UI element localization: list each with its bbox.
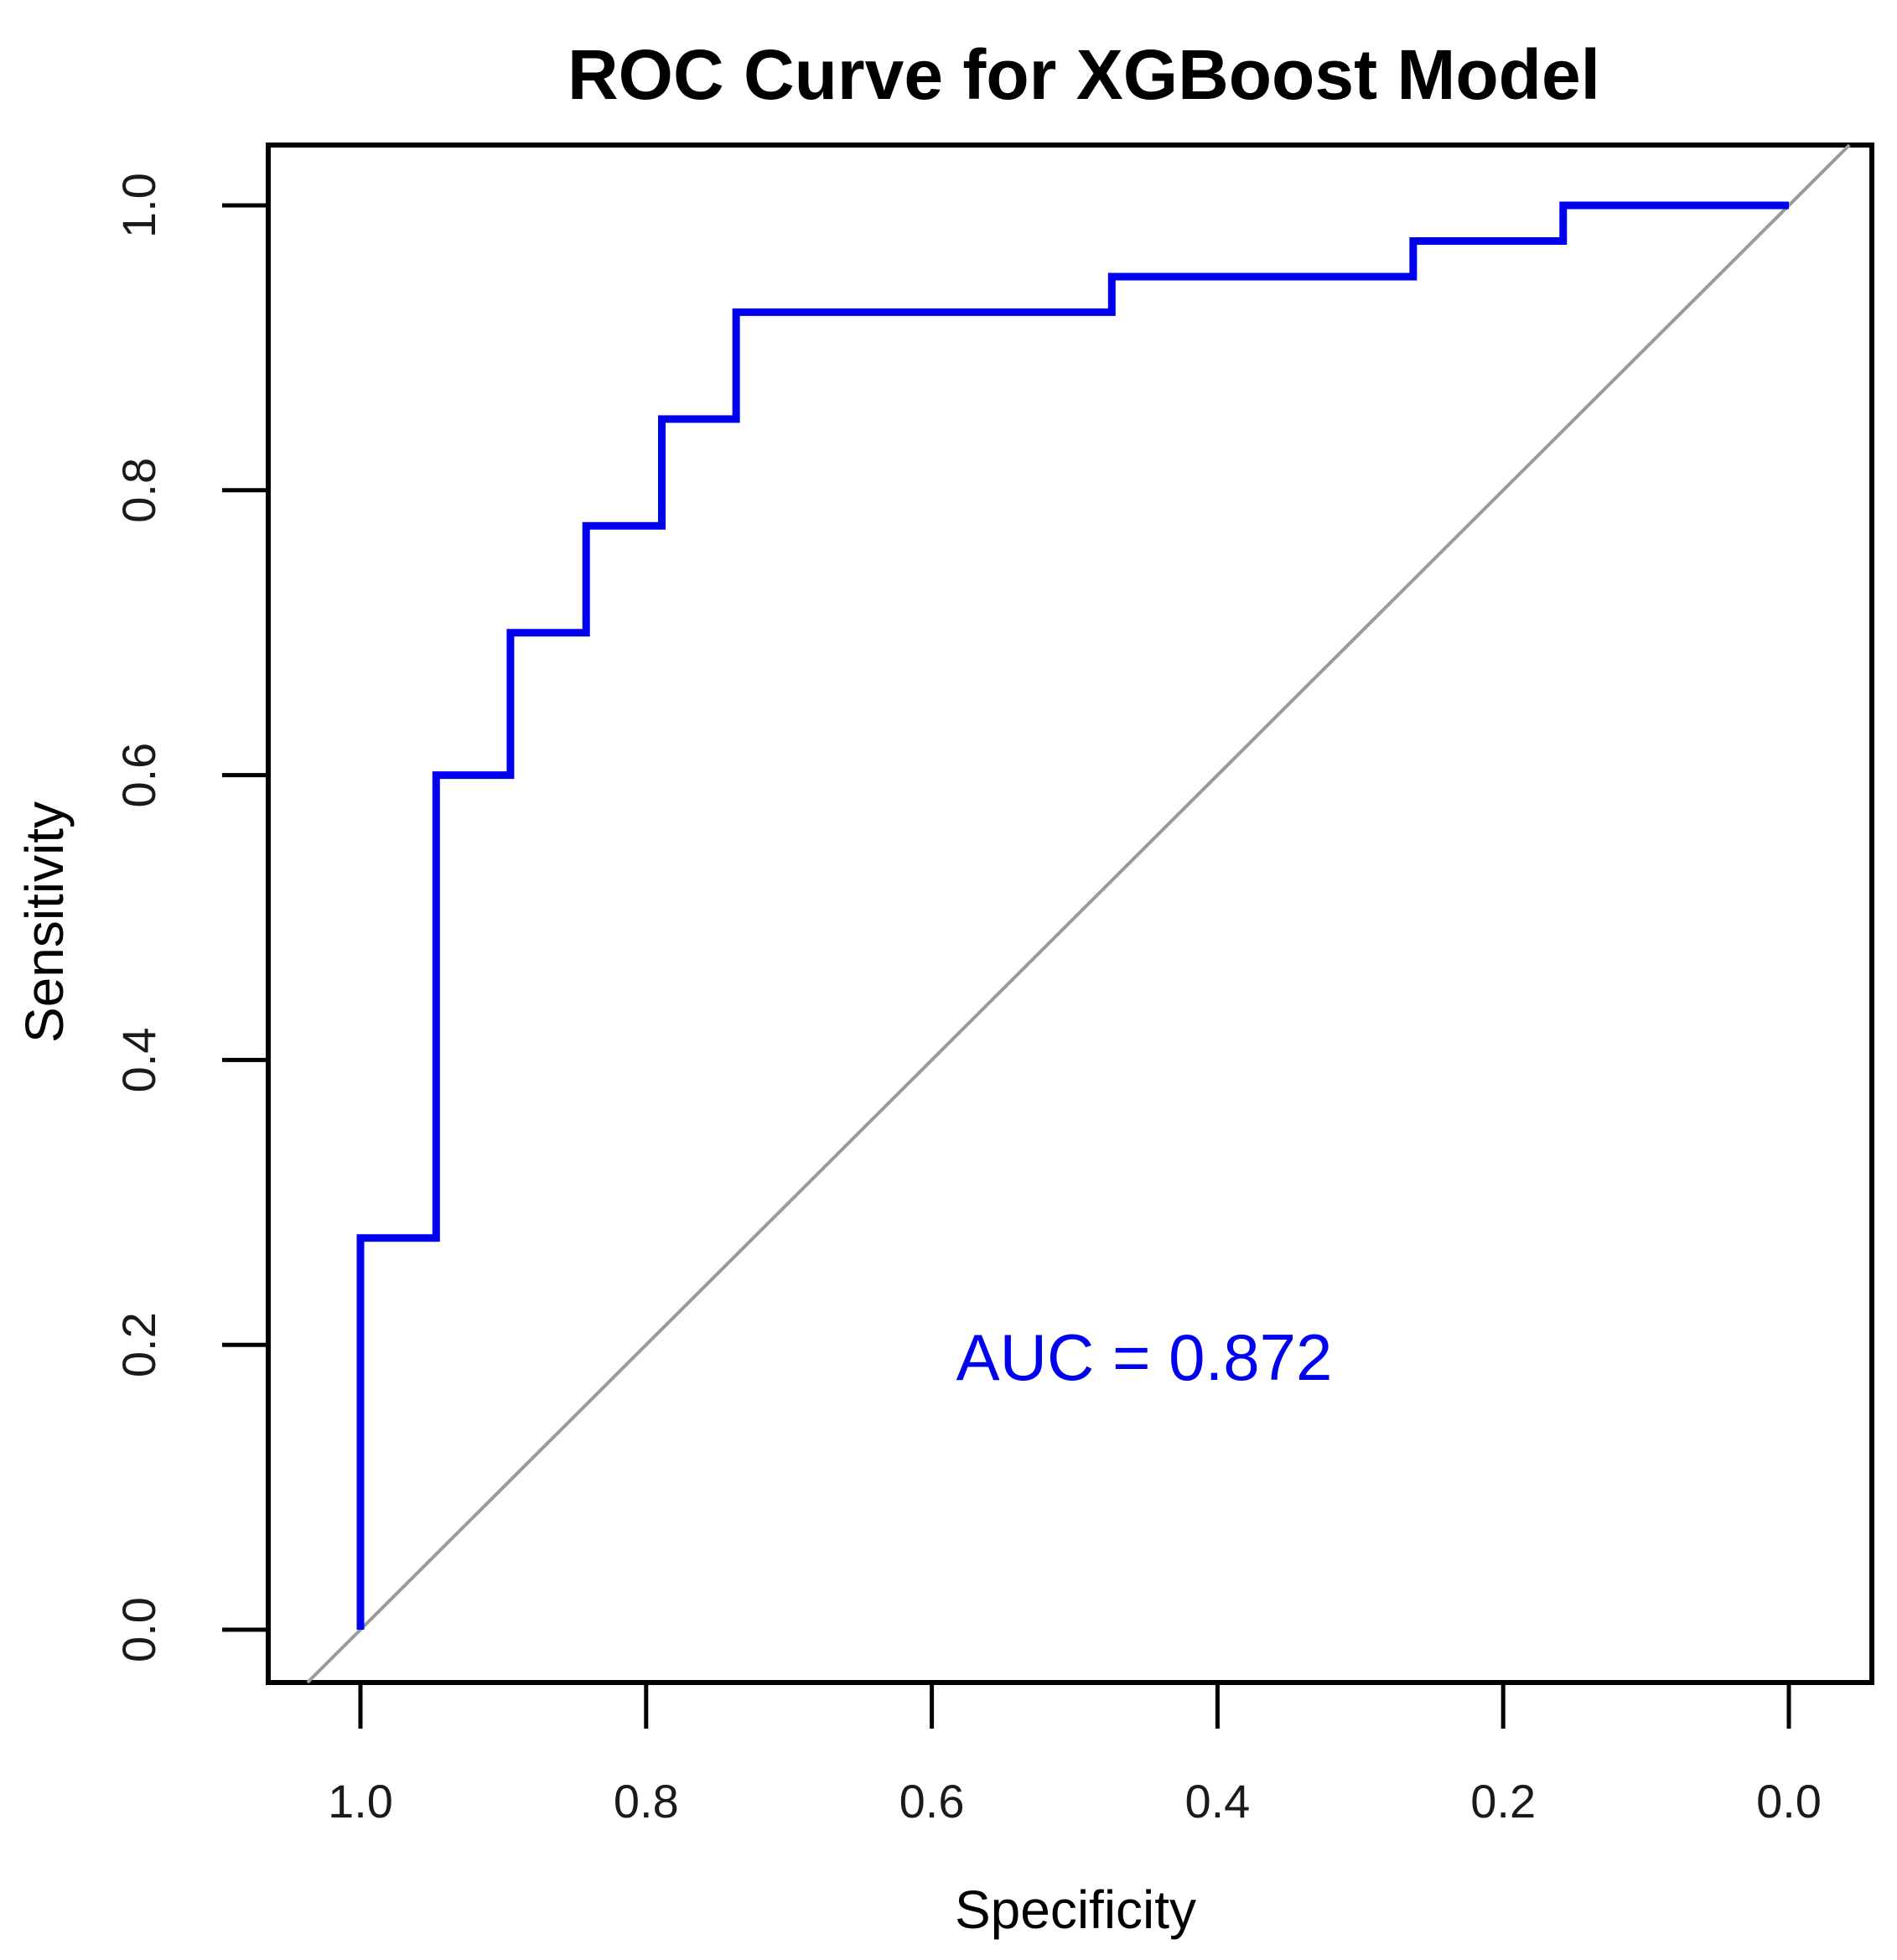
y-axis-ticks — [222, 203, 268, 1632]
y-tick-label: 0.0 — [112, 1597, 165, 1662]
x-tick-label: 0.8 — [614, 1775, 679, 1828]
y-tick-label: 1.0 — [112, 173, 165, 238]
x-tick-label: 0.6 — [899, 1775, 965, 1828]
chart-title: ROC Curve for XGBoost Model — [568, 35, 1600, 114]
diagonal-reference-line — [306, 143, 1851, 1684]
auc-annotation: AUC = 0.872 — [956, 1320, 1333, 1394]
x-tick-label: 1.0 — [328, 1775, 393, 1828]
x-axis-tick-labels: 1.0 0.8 0.6 0.4 0.2 0.0 — [328, 1775, 1822, 1828]
y-tick-label: 0.6 — [112, 743, 165, 808]
y-tick-label: 0.2 — [112, 1312, 165, 1377]
y-axis-tick-labels: 0.0 0.2 0.4 0.6 0.8 1.0 — [112, 173, 165, 1662]
x-axis-label: Specificity — [955, 1880, 1196, 1940]
y-tick-label: 0.8 — [112, 458, 165, 523]
y-axis-label: Sensitivity — [14, 801, 75, 1043]
x-tick-label: 0.4 — [1184, 1775, 1250, 1828]
x-tick-label: 0.0 — [1756, 1775, 1822, 1828]
plot-box — [266, 143, 1874, 1685]
x-axis-ticks — [358, 1683, 1791, 1729]
roc-curve-line — [356, 201, 1789, 1630]
y-tick-label: 0.4 — [112, 1027, 165, 1092]
x-tick-label: 0.2 — [1470, 1775, 1536, 1828]
